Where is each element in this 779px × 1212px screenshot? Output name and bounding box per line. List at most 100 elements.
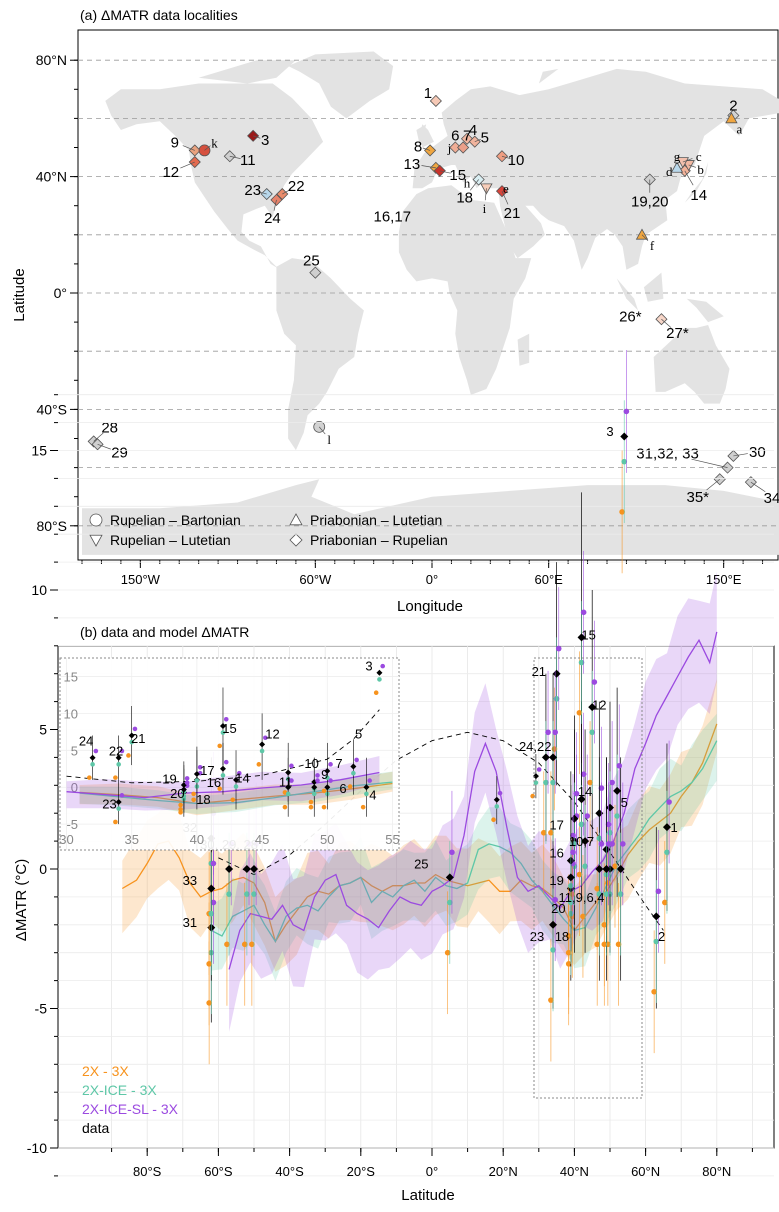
inset-data-point: [219, 722, 226, 729]
inset-x-tick-label: 40: [190, 832, 204, 847]
model-point: [578, 659, 585, 666]
inset-model-point: [184, 776, 190, 781]
chart-y-tick-label: 5: [39, 722, 47, 738]
site-label: 24: [264, 210, 281, 227]
site-marker: [247, 129, 260, 142]
inset-model-point: [181, 793, 187, 799]
chart-legend-entry: 2X - 3X: [82, 1063, 129, 1079]
inset-point-label: 10: [304, 756, 318, 771]
model-point: [226, 891, 232, 897]
data-point: [207, 884, 216, 893]
data-point-label: 10,7: [569, 834, 594, 849]
site-label: 15: [449, 167, 466, 184]
inset-data-point: [285, 784, 292, 791]
chart-xlabel: Latitude: [401, 1187, 454, 1204]
inset-data-point: [89, 754, 96, 761]
site-marker: [91, 438, 104, 451]
site-label: 34*: [764, 490, 779, 507]
map-axis-ticks: 150°W 60°W 0° 60°E 150°E 80°N 40°N 0° 40°S 80°S: [36, 52, 764, 587]
site-label: b: [697, 162, 704, 177]
site-leader-line: [733, 453, 748, 457]
chart-ylabel: ΔMATR (°C): [13, 859, 30, 941]
data-point-label: 2: [658, 929, 665, 944]
site-leader-line: [421, 165, 436, 169]
model-point: [653, 938, 660, 945]
inset-frame: [59, 657, 400, 851]
site-label: 11: [240, 152, 256, 169]
model-point: [615, 941, 622, 948]
inset-point-label: 20: [170, 786, 184, 801]
model-point: [251, 891, 257, 897]
data-point-label: 14: [578, 784, 592, 799]
inset-model-point: [367, 778, 372, 783]
inset-data-point: [193, 770, 200, 777]
site-label: 1: [424, 85, 432, 102]
inset-model-point: [533, 780, 539, 786]
legend-marker: [89, 513, 103, 527]
site-label: 22: [288, 178, 305, 195]
data-point-label: 1: [670, 820, 677, 835]
land-polygon: [288, 51, 394, 119]
data-point: [570, 814, 579, 823]
inset-x-tick-label: 50: [320, 832, 334, 847]
inset-model-point: [113, 775, 118, 780]
dashed-reference-curve: [218, 731, 664, 931]
inset-model-point: [347, 784, 353, 789]
inset-model-point: [282, 804, 288, 810]
inset-model-point: [491, 817, 496, 823]
inset-model-point: [191, 797, 196, 803]
land-polygon: [616, 278, 639, 311]
site-label: 25: [303, 253, 320, 270]
model-point: [552, 896, 558, 903]
inset-point-label: 23: [102, 796, 116, 811]
site-label: 6: [451, 128, 459, 145]
inset-data-point: [233, 776, 240, 783]
inset-model-point: [364, 791, 369, 797]
legend-label: Priabonian – Rupelian: [310, 532, 448, 548]
panel-b-title: (b) data and model ΔMATR: [80, 624, 249, 640]
inset-point-label: 7: [335, 756, 342, 771]
land-polygon: [82, 479, 779, 555]
site-leader-line: [282, 188, 291, 195]
inset-point-label: 3: [365, 658, 372, 673]
inset-model-point: [223, 759, 229, 765]
chart-legend-entry: 2X-ICE-SL - 3X: [82, 1101, 179, 1117]
series-band: [211, 713, 717, 982]
inset-model-point: [289, 763, 294, 769]
inset-point-label: 19: [162, 771, 176, 786]
inset-y-tick-label: 0: [71, 780, 78, 795]
inset-data-point: [363, 784, 370, 791]
inset-data-point: [259, 741, 266, 748]
site-label: i: [483, 201, 487, 216]
inset-point-label: 6: [339, 781, 346, 796]
data-point: [606, 803, 614, 812]
site-label: 4: [469, 122, 477, 139]
data-point-label: 31: [183, 915, 197, 930]
site-leader-line: [750, 481, 766, 493]
model-point: [594, 941, 600, 948]
data-point-label: 12: [592, 697, 606, 712]
chart-legend-entry: 2X-ICE - 3X: [82, 1082, 157, 1098]
site-leader-line: [501, 155, 511, 159]
chart-x-tick-label: 0°: [426, 1164, 438, 1179]
model-point: [620, 841, 626, 847]
map-ylabel: Latitude: [11, 268, 28, 321]
model-point: [206, 961, 212, 967]
data-point: [549, 920, 558, 929]
site-leader-line: [688, 164, 696, 168]
data-point: [581, 837, 590, 846]
map-x-tick-label: 150°E: [706, 572, 742, 587]
inset-model-point: [194, 778, 200, 783]
inset-model-point: [191, 791, 196, 797]
site-leader-line: [439, 170, 451, 174]
map-x-tick-label: 0°: [426, 572, 438, 587]
model-point: [598, 841, 605, 847]
site-label: 14: [690, 187, 707, 204]
legend-marker: [289, 513, 303, 526]
panel-a-title: (a) ΔMATR data localities: [80, 7, 238, 23]
map-x-tick-label: 150°W: [121, 572, 161, 587]
site-leader-line: [97, 443, 111, 450]
model-point: [578, 821, 585, 828]
site-label: 3: [261, 132, 269, 149]
